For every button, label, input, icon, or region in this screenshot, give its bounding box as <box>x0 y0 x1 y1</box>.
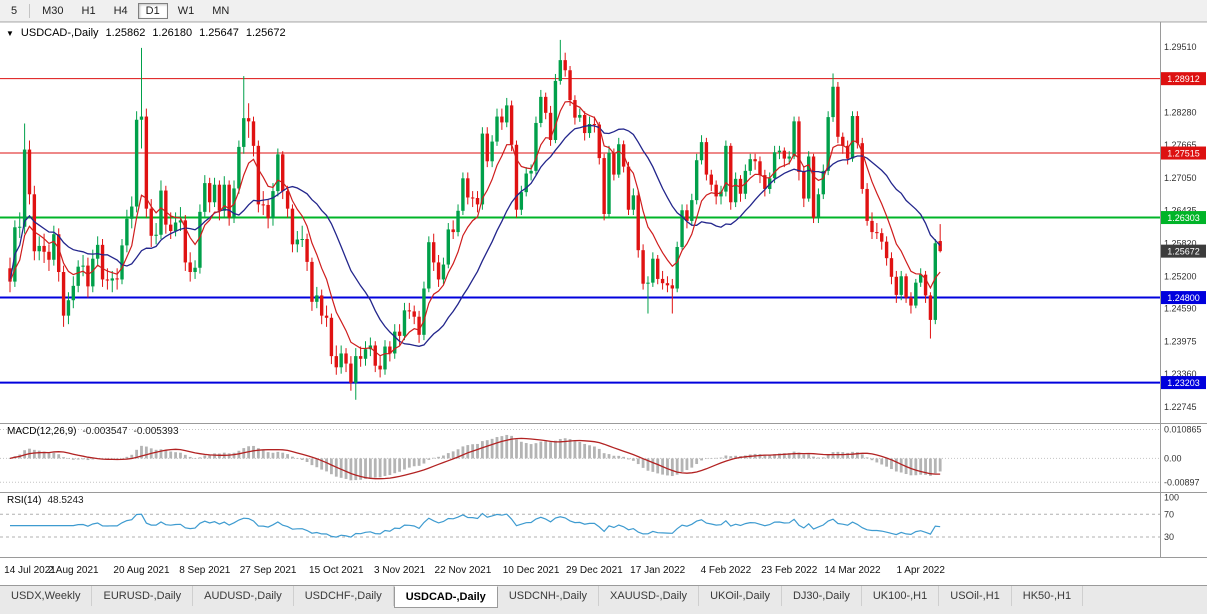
svg-text:17 Jan 2022: 17 Jan 2022 <box>630 565 685 576</box>
svg-text:29 Dec 2021: 29 Dec 2021 <box>566 565 623 576</box>
timeframe-h1[interactable]: H1 <box>81 4 96 17</box>
rsi-label: RSI(14) 48.5243 <box>7 495 84 506</box>
price-axis-label: 1.22745 <box>1164 402 1197 412</box>
svg-text:1.24800: 1.24800 <box>1167 293 1200 303</box>
timeframe-h4[interactable]: H4 <box>113 4 128 17</box>
price-badge-1.28912: 1.28912 <box>1161 72 1206 86</box>
timeframe-mn[interactable]: MN <box>212 4 230 17</box>
tab-eurusd-daily[interactable]: EURUSD-,Daily <box>92 586 194 606</box>
svg-text:27 Sep 2021: 27 Sep 2021 <box>240 565 297 576</box>
macd-name: MACD(12,26,9) <box>7 426 77 437</box>
svg-text:15 Oct 2021: 15 Oct 2021 <box>309 565 364 576</box>
tab-usdchf-daily[interactable]: USDCHF-,Daily <box>294 586 394 606</box>
tab-uk100-h1[interactable]: UK100-,H1 <box>862 586 940 606</box>
macd-axis-label: -0.00897 <box>1164 477 1200 487</box>
price-badge-1.25672: 1.25672 <box>1161 244 1206 258</box>
horizontal-lines[interactable] <box>0 78 1160 384</box>
price-axis-label: 1.26435 <box>1164 206 1197 216</box>
svg-text:1.27515: 1.27515 <box>1167 149 1200 159</box>
price-axis-label: 1.28280 <box>1164 107 1197 117</box>
svg-text:1.26303: 1.26303 <box>1167 213 1200 223</box>
svg-text:10 Dec 2021: 10 Dec 2021 <box>503 565 560 576</box>
timeframe-w1[interactable]: W1 <box>177 4 195 17</box>
chart-open-value: 1.25862 <box>105 27 146 39</box>
chart-area: 0.010865 0.00 -0.00897 100 70 30 1.29510 1.2828… <box>0 22 1207 585</box>
macd-value-main: -0.003547 <box>82 426 128 437</box>
price-badge-1.24800: 1.24800 <box>1161 291 1206 305</box>
chart-high-value: 1.26180 <box>152 27 193 39</box>
svg-text:4 Feb 2022: 4 Feb 2022 <box>701 565 752 576</box>
timeframe-5[interactable]: 5 <box>11 4 18 17</box>
price-badge-1.27515: 1.27515 <box>1161 146 1206 160</box>
chart-background <box>0 22 1207 585</box>
svg-text:23 Feb 2022: 23 Feb 2022 <box>761 565 818 576</box>
price-axis-label: 1.27050 <box>1164 173 1197 183</box>
macd-axis-label: 0.00 <box>1164 453 1182 463</box>
tab-usdx-weekly[interactable]: USDX,Weekly <box>0 586 93 606</box>
rsi-axis-label: 30 <box>1164 532 1174 542</box>
tab-usdcnh-daily[interactable]: USDCNH-,Daily <box>498 586 600 606</box>
chart-title: ▼ USDCAD-,Daily 1.25862 1.26180 1.25647 … <box>6 27 286 39</box>
tab-ukoil-daily[interactable]: UKOil-,Daily <box>699 586 782 606</box>
timeframe-d1[interactable]: D1 <box>137 2 168 19</box>
macd-label: MACD(12,26,9) -0.003547 -0.005393 <box>7 426 179 437</box>
timeframe-m30[interactable]: M30 <box>42 4 64 17</box>
ma-fast-line <box>9 100 941 357</box>
collapse-icon[interactable]: ▼ <box>6 28 14 38</box>
svg-text:1.25672: 1.25672 <box>1167 247 1200 257</box>
tab-usoil-h1[interactable]: USOil-,H1 <box>939 586 1012 606</box>
svg-text:14 Mar 2022: 14 Mar 2022 <box>824 565 881 576</box>
price-axis-label: 1.23975 <box>1164 336 1197 346</box>
tab-usdcad-daily[interactable]: USDCAD-,Daily <box>393 586 498 608</box>
ma-slow-line <box>9 124 941 347</box>
svg-text:14 Jul 2021: 14 Jul 2021 <box>4 565 56 576</box>
rsi-axis-label: 100 <box>1164 492 1179 502</box>
price-axis-label: 1.29510 <box>1164 42 1197 52</box>
chart-tabs: USDX,Weekly EURUSD-,Daily AUDUSD-,Daily USD… <box>0 585 1207 614</box>
price-axis-label: 1.25820 <box>1164 238 1197 248</box>
svg-text:2 Aug 2021: 2 Aug 2021 <box>48 565 99 576</box>
toolbar-separator <box>29 3 31 18</box>
chart-close-value: 1.25672 <box>245 27 286 39</box>
rsi-line <box>10 512 941 538</box>
rsi-name: RSI(14) <box>7 495 42 506</box>
rsi-value: 48.5243 <box>47 495 84 506</box>
tab-dj30-daily[interactable]: DJ30-,Daily <box>782 586 862 606</box>
tab-audusd-daily[interactable]: AUDUSD-,Daily <box>193 586 294 606</box>
macd-axis-label: 0.010865 <box>1164 425 1202 435</box>
chart-symbol: USDCAD-,Daily <box>20 27 99 39</box>
candlestick-chart[interactable]: 0.010865 0.00 -0.00897 100 70 30 1.29510 1.2828… <box>0 22 1207 585</box>
svg-text:1.23203: 1.23203 <box>1167 378 1200 388</box>
price-axis-label: 1.23360 <box>1164 369 1197 379</box>
svg-text:1.28912: 1.28912 <box>1167 74 1200 84</box>
timeframe-toolbar: 5 M30 H1 H4 D1 W1 MN <box>0 0 1207 22</box>
rsi-axis-label: 70 <box>1164 509 1174 519</box>
macd-signal-line <box>9 437 941 480</box>
macd-value-signal: -0.005393 <box>133 426 179 437</box>
svg-text:20 Aug 2021: 20 Aug 2021 <box>113 565 170 576</box>
svg-text:8 Sep 2021: 8 Sep 2021 <box>179 565 231 576</box>
tab-xauusd-daily[interactable]: XAUUSD-,Daily <box>599 586 700 606</box>
price-axis-label: 1.27665 <box>1164 140 1197 150</box>
chart-low-value: 1.25647 <box>199 27 239 39</box>
svg-text:1 Apr 2022: 1 Apr 2022 <box>897 565 946 576</box>
price-axis-label: 1.25200 <box>1164 271 1197 281</box>
tab-hk50-h1[interactable]: HK50-,H1 <box>1012 586 1084 606</box>
price-badge-1.23203: 1.23203 <box>1161 376 1206 390</box>
svg-text:3 Nov 2021: 3 Nov 2021 <box>374 565 426 576</box>
price-axis-label: 1.24590 <box>1164 304 1197 314</box>
price-badge-1.26303: 1.26303 <box>1161 211 1206 225</box>
svg-text:22 Nov 2021: 22 Nov 2021 <box>435 565 492 576</box>
